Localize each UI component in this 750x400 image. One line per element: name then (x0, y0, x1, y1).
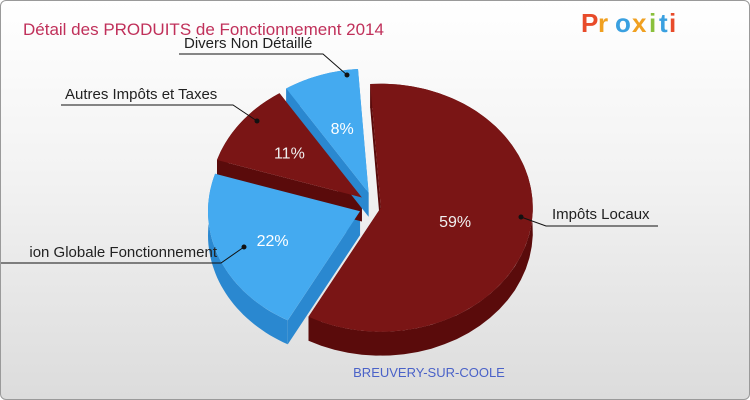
callout-line (520, 216, 658, 227)
logo-letter: o (615, 8, 631, 38)
pie-callouts: Impôts Locaux ion Globale Fonctionnement A… (1, 35, 658, 264)
pie-slice-wall (287, 211, 361, 345)
pie-percent-labels: 59% 22% 11% 8% (257, 121, 472, 250)
logo-letter: x (632, 8, 647, 38)
callout-label: Autres Impôts et Taxes (65, 86, 217, 103)
logo-letter: r (598, 8, 608, 38)
callout-label: Divers Non Détaillé (184, 35, 312, 52)
logo-letter: P (581, 8, 598, 38)
logo-letter: t (659, 8, 668, 38)
callout-line (1, 246, 245, 264)
callout-line (179, 53, 348, 76)
chart-title: Détail des PRODUITS de Fonctionnement 20… (23, 20, 384, 39)
pie-slice (217, 93, 362, 198)
pie-percent-label: 22% (257, 233, 289, 250)
callout-label: Impôts Locaux (552, 206, 650, 223)
pie-slice (208, 173, 361, 321)
callout-dot (518, 214, 524, 220)
pie-slice-side (308, 83, 533, 356)
callout-dot (254, 118, 260, 124)
commune-name: BREUVERY-SUR-COOLE (353, 365, 505, 380)
pie-slice (286, 69, 369, 193)
pie-percent-label: 8% (331, 121, 354, 138)
callout-dot (344, 72, 350, 78)
pie-slice (308, 83, 533, 332)
pie-slices (208, 69, 533, 356)
pie-percent-label: 11% (274, 145, 305, 162)
pie-slice-wall (370, 83, 381, 232)
logo-letter: i (669, 8, 676, 38)
callout-line (61, 104, 258, 122)
pie-percent-label: 59% (439, 214, 471, 231)
pie-slice-side (208, 173, 288, 345)
logo-letter: i (649, 8, 656, 38)
callout-label: ion Globale Fonctionnement (29, 244, 217, 261)
callout-dot (241, 244, 247, 250)
